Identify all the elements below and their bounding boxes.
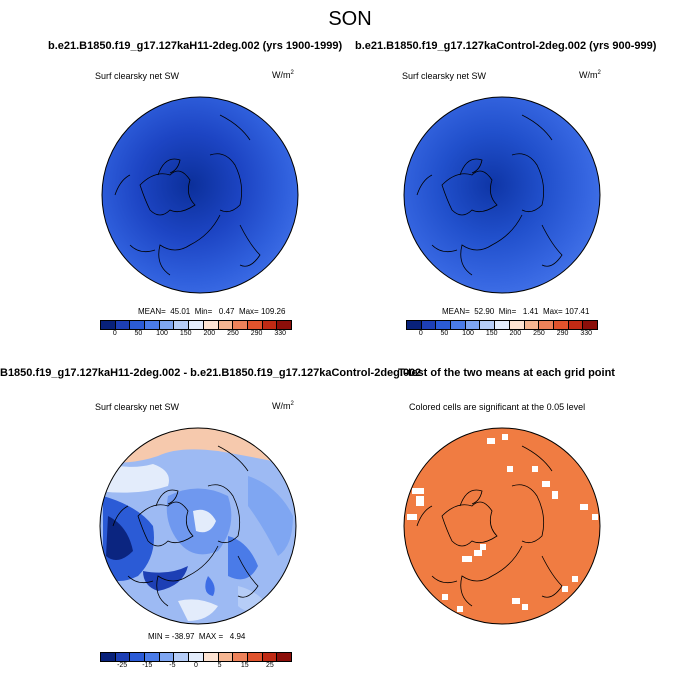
top-left-polar-map	[101, 96, 299, 294]
colorbar-swatch	[101, 321, 116, 329]
colorbar-tick-label: 0	[112, 330, 117, 337]
coastlines	[416, 114, 563, 276]
colorbar-swatch	[524, 321, 540, 329]
colorbar-tick-label: 15	[240, 662, 249, 669]
colorbar-swatch	[421, 321, 437, 329]
bottom-right-polar-map	[403, 427, 601, 625]
figure-title: SON	[328, 8, 372, 30]
colorbar-tick-label: 150	[179, 330, 192, 337]
map-disc	[99, 427, 297, 625]
colorbar-swatch	[159, 653, 175, 661]
colorbar-tick-label: 250	[533, 330, 545, 337]
colorbar-swatch	[218, 653, 234, 661]
colorbar-swatch	[203, 321, 219, 329]
colorbar-tick-label: 50	[134, 330, 143, 337]
map-disc	[101, 96, 299, 294]
colorbar-swatch	[465, 321, 481, 329]
colorbar-tick-label: 330	[580, 330, 593, 337]
colorbar-tick-label: 100	[462, 330, 474, 337]
top-right-stats: MEAN= 52.90 Min= 1.41 Max= 107.41	[442, 307, 590, 316]
colorbar-tick-label: 50	[440, 330, 449, 337]
colorbar-tick-label: 330	[274, 330, 287, 337]
top-left-units: W/m2	[272, 70, 294, 80]
top-right-variable: Surf clearsky net SW	[402, 71, 487, 81]
colorbar-swatch	[436, 321, 452, 329]
colorbar-swatch	[262, 653, 278, 661]
top-left-stats: MEAN= 45.01 Min= 0.47 Max= 109.26	[138, 307, 286, 316]
colorbar-swatch	[451, 321, 466, 329]
colorbar-swatch	[247, 321, 263, 329]
colorbar-swatches	[100, 652, 292, 662]
colorbar-swatch	[233, 653, 248, 661]
colorbar-swatch	[277, 321, 291, 329]
colorbar-swatch	[203, 653, 219, 661]
colorbar-swatch	[174, 653, 190, 661]
colorbar-swatch	[145, 321, 160, 329]
coastlines	[114, 114, 261, 276]
colorbar-tick-label: -15	[142, 662, 153, 669]
colorbar-swatch	[262, 321, 278, 329]
colorbar-tick-label: 200	[203, 330, 216, 337]
colorbar-tick-label: 290	[556, 330, 569, 337]
colorbar-tick-label: 0	[194, 662, 198, 669]
colorbar-swatch	[189, 321, 204, 329]
colorbar-swatch	[189, 653, 204, 661]
bottom-left-stats: MIN = -38.97 MAX = 4.94	[148, 632, 246, 641]
colorbar-swatch	[480, 321, 496, 329]
colorbar-tick-label: -5	[169, 662, 176, 669]
top-left-header: b.e21.B1850.f19_g17.127kaH11-2deg.002 (y…	[48, 40, 343, 52]
colorbar-swatch	[115, 653, 131, 661]
coastlines	[416, 445, 563, 607]
colorbar-swatch	[159, 321, 175, 329]
colorbar-tick-label: 250	[227, 330, 239, 337]
top-left-variable: Surf clearsky net SW	[95, 71, 180, 81]
top-right-colorbar: 0 50 100 150 200 250 290 330	[406, 320, 598, 340]
colorbar-swatch	[583, 321, 597, 329]
colorbar-swatch	[495, 321, 510, 329]
colorbar-tick-label: 100	[156, 330, 168, 337]
colorbar-swatches	[406, 320, 598, 330]
colorbar-swatch	[553, 321, 569, 329]
colorbar-swatch	[145, 653, 160, 661]
colorbar-swatch	[509, 321, 525, 329]
colorbar-tick-label: 150	[485, 330, 498, 337]
colorbar-tick-label: 5	[217, 662, 222, 669]
bottom-left-polar-map	[99, 427, 297, 625]
colorbar-tick-label: 25	[265, 662, 274, 669]
bottom-left-colorbar: -25 -15 -5 0 5 15 25	[100, 652, 292, 672]
colorbar-swatch	[115, 321, 131, 329]
map-disc	[403, 427, 601, 625]
colorbar-ticks: -25 -15 -5 0 5 15 25	[100, 662, 292, 672]
colorbar-swatch	[539, 321, 554, 329]
colorbar-ticks: 0 50 100 150 200 250 290 330	[100, 330, 292, 340]
colorbar-swatch	[277, 653, 291, 661]
bottom-left-header: B1850.f19_g17.127kaH11-2deg.002 - b.e21.…	[0, 367, 422, 379]
colorbar-swatch	[407, 321, 422, 329]
colorbar-tick-label: 0	[418, 330, 423, 337]
bottom-left-variable: Surf clearsky net SW	[95, 402, 180, 412]
top-right-polar-map	[403, 96, 601, 294]
non-significant-cells	[407, 434, 598, 612]
coastlines	[112, 445, 259, 607]
colorbar-swatch	[247, 653, 263, 661]
colorbar-tick-label: 290	[250, 330, 263, 337]
colorbar-swatch	[101, 653, 116, 661]
bottom-right-subtitle: Colored cells are significant at the 0.0…	[409, 402, 586, 412]
bottom-right-header: T-test of the two means at each grid poi…	[398, 367, 615, 379]
colorbar-swatch	[174, 321, 190, 329]
colorbar-swatch	[130, 653, 146, 661]
colorbar-swatch	[218, 321, 234, 329]
colorbar-tick-label: -25	[117, 662, 128, 669]
top-left-colorbar: 0 50 100 150 200 250 290 330	[100, 320, 292, 340]
top-right-header: b.e21.B1850.f19_g17.127kaControl-2deg.00…	[355, 40, 657, 52]
colorbar-swatch	[233, 321, 248, 329]
map-disc	[403, 96, 601, 294]
bottom-left-units: W/m2	[272, 401, 294, 411]
colorbar-swatches	[100, 320, 292, 330]
colorbar-ticks: 0 50 100 150 200 250 290 330	[406, 330, 598, 340]
colorbar-swatch	[568, 321, 584, 329]
top-right-units: W/m2	[579, 70, 601, 80]
colorbar-swatch	[130, 321, 146, 329]
colorbar-tick-label: 200	[509, 330, 522, 337]
